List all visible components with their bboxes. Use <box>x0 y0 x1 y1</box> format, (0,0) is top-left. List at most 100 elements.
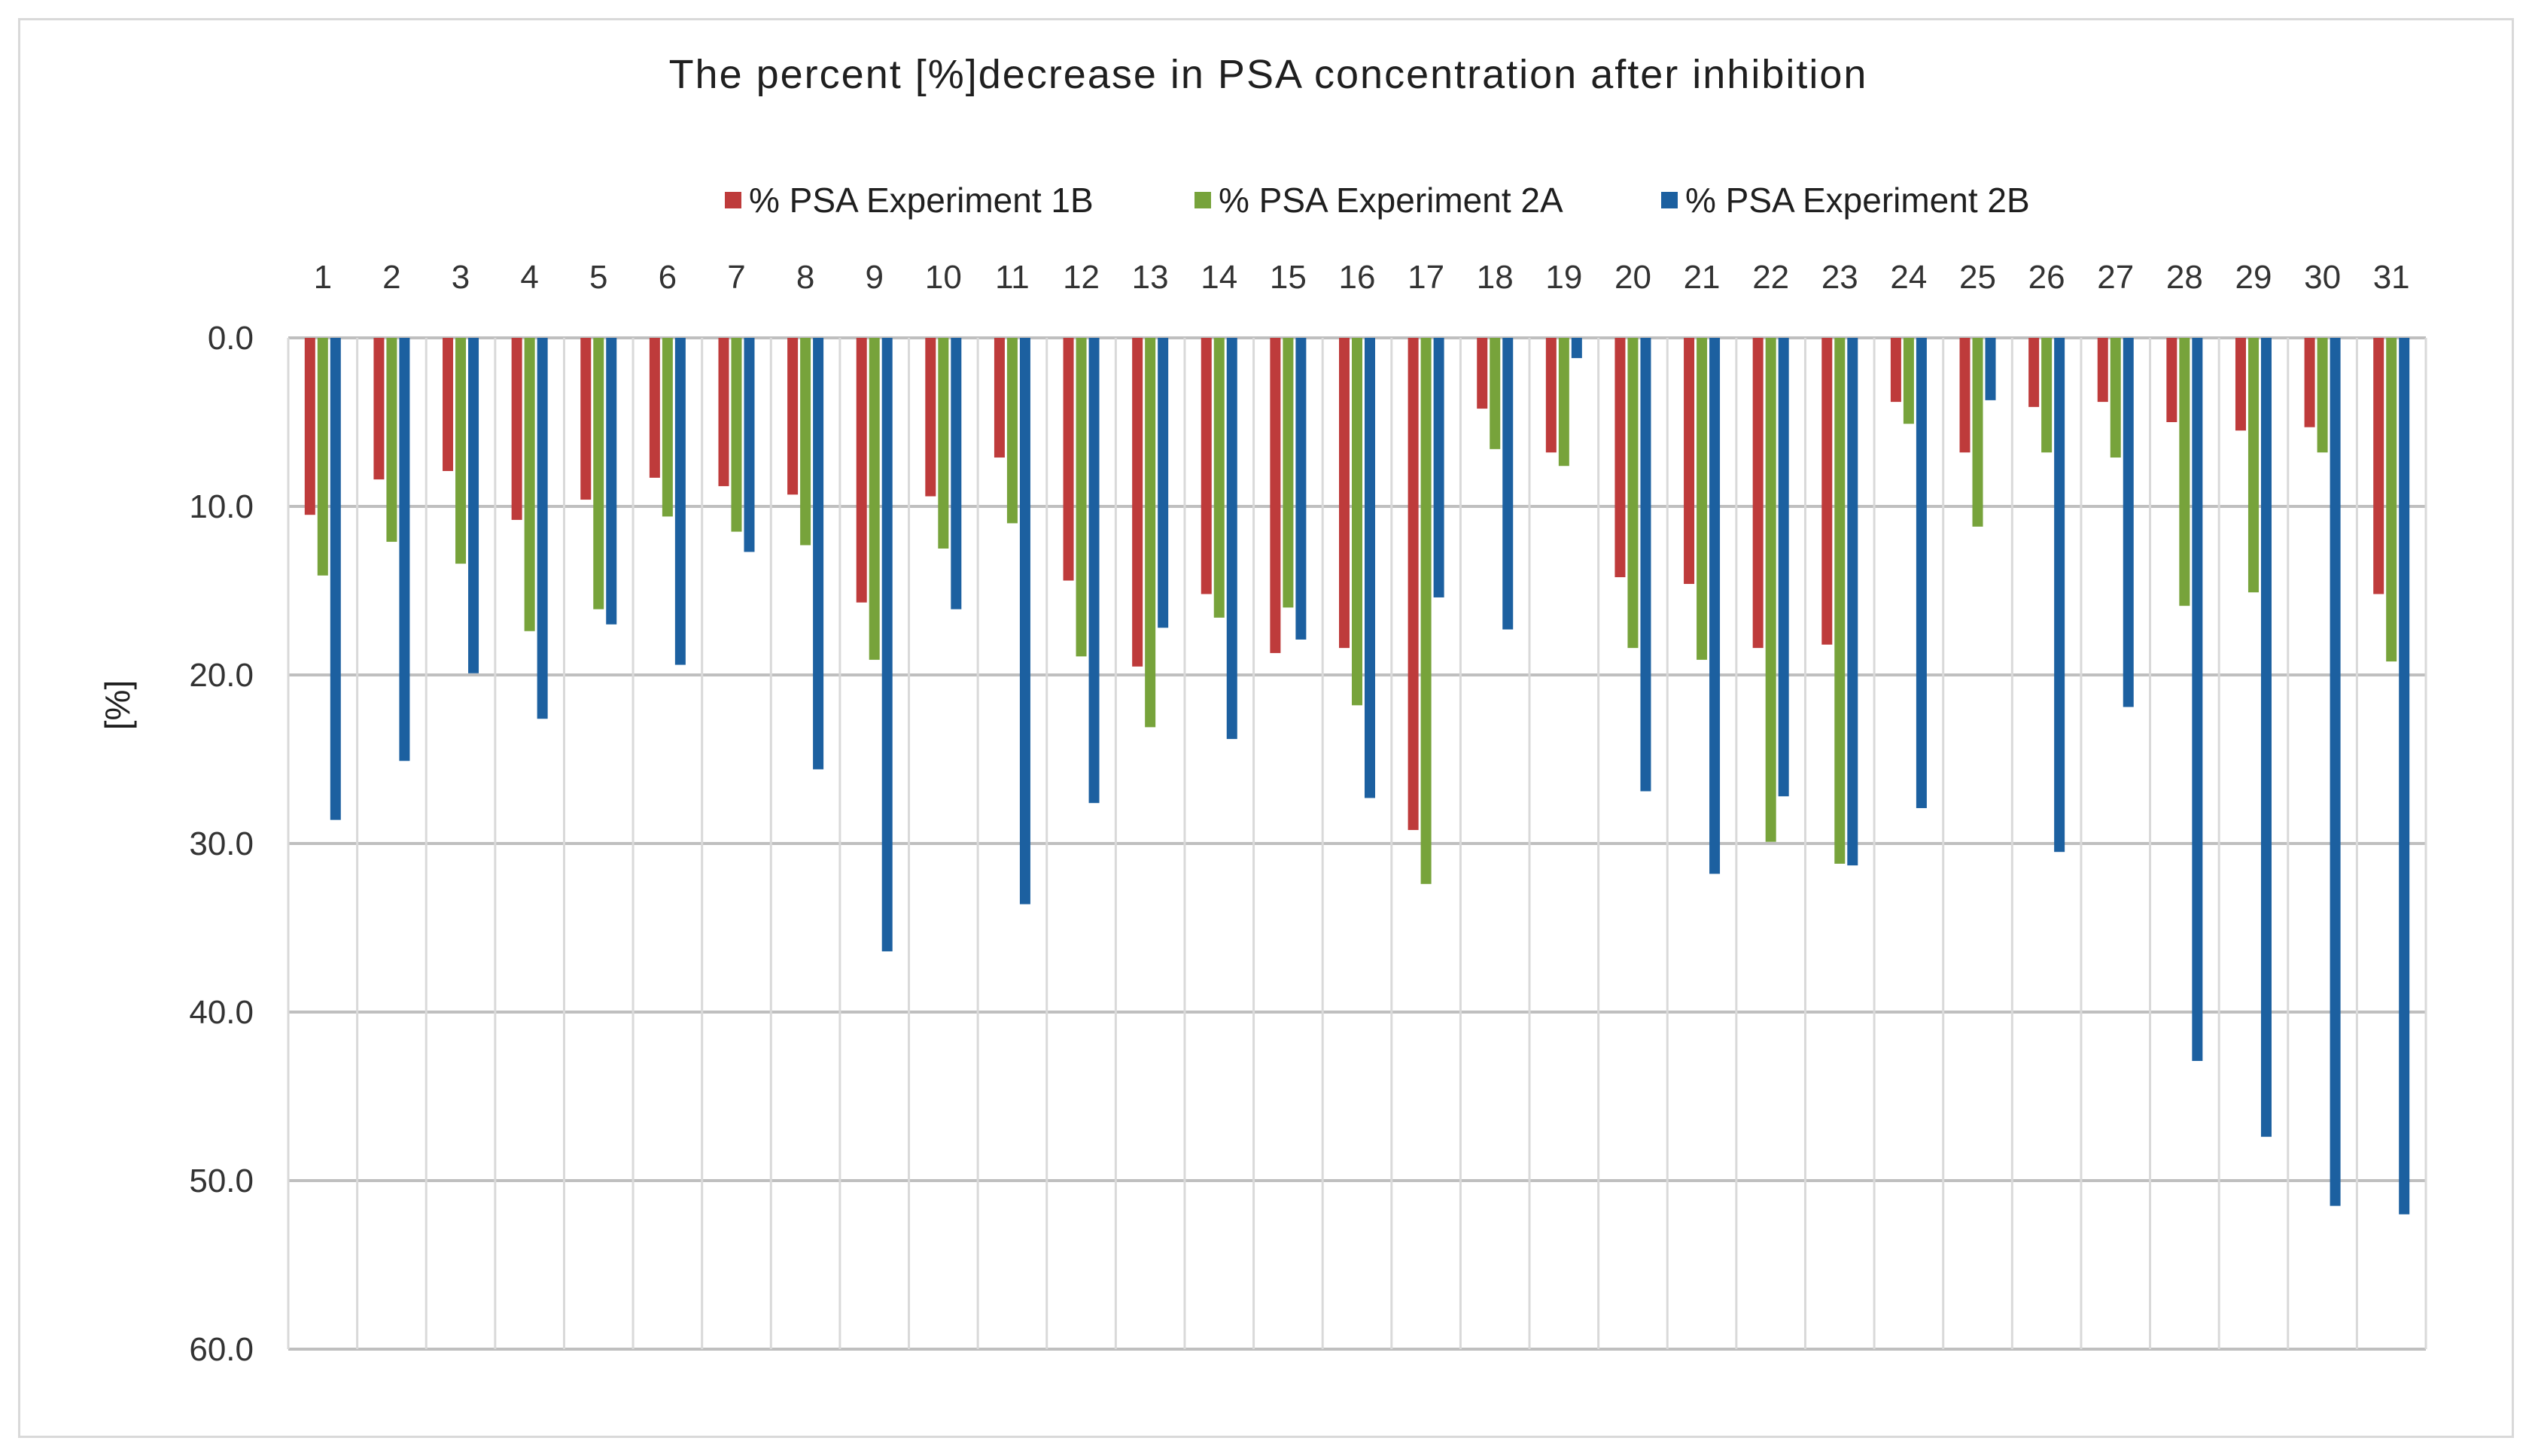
legend-swatch <box>1661 192 1678 208</box>
chart-svg: The percent [%]decrease in PSA concentra… <box>98 52 2427 1368</box>
bar <box>1847 338 1858 866</box>
y-axis-label: [%] <box>98 680 137 730</box>
x-tick-label: 8 <box>796 259 814 296</box>
bar <box>662 338 673 517</box>
bar <box>925 338 936 497</box>
bar <box>1408 338 1419 831</box>
bar <box>1985 338 1996 400</box>
y-tick-label: 20.0 <box>189 657 254 694</box>
bar <box>1088 338 1100 804</box>
legend-label: % PSA Experiment 2A <box>1219 181 1563 220</box>
bar <box>2179 338 2190 606</box>
bar <box>856 338 867 603</box>
bar <box>718 338 729 487</box>
bar <box>2166 338 2177 422</box>
x-tick-label: 26 <box>2028 259 2065 296</box>
y-tick-label: 60.0 <box>189 1331 254 1368</box>
bar <box>1490 338 1501 449</box>
x-tick-label: 30 <box>2304 259 2341 296</box>
bar <box>468 338 479 673</box>
x-tick-label: 31 <box>2373 259 2410 296</box>
bar <box>1365 338 1375 798</box>
bar <box>1959 338 1971 453</box>
bar <box>1890 338 1901 403</box>
y-tick-label: 50.0 <box>189 1163 254 1199</box>
x-tick-label: 21 <box>1684 259 1721 296</box>
bar <box>1640 338 1651 792</box>
x-tick-label: 12 <box>1063 259 1100 296</box>
bar <box>1558 338 1569 467</box>
bar <box>800 338 811 546</box>
bar <box>2304 338 2315 427</box>
x-tick-label: 27 <box>2097 259 2134 296</box>
bar <box>1972 338 1983 527</box>
bar <box>2123 338 2134 707</box>
bar <box>373 338 385 480</box>
bar <box>1295 338 1307 640</box>
legend-swatch <box>725 192 741 208</box>
bar <box>1821 338 1833 645</box>
bar <box>1752 338 1764 649</box>
bar <box>1571 338 1582 358</box>
bar <box>1709 338 1721 874</box>
x-tick-label: 15 <box>1270 259 1307 296</box>
x-tick-label: 10 <box>925 259 962 296</box>
bar <box>674 338 686 665</box>
bar <box>1201 338 1212 594</box>
bar <box>1477 338 1488 409</box>
bar <box>2399 338 2410 1214</box>
bar <box>455 338 467 564</box>
bar <box>1420 338 1432 884</box>
x-tick-label: 17 <box>1408 259 1444 296</box>
legend-swatch <box>1194 192 1211 208</box>
x-tick-label: 4 <box>520 259 538 296</box>
bar <box>386 338 397 543</box>
bar <box>2330 338 2341 1206</box>
bar <box>304 338 315 515</box>
bar <box>731 338 742 532</box>
bar <box>1614 338 1626 578</box>
bar <box>1502 338 1514 630</box>
bar <box>744 338 755 552</box>
bar <box>511 338 522 520</box>
bar <box>524 338 535 631</box>
gridlines <box>287 336 2427 1351</box>
bar <box>881 338 893 952</box>
x-tick-label: 13 <box>1132 259 1169 296</box>
bar <box>2110 338 2121 458</box>
x-tick-label: 5 <box>589 259 607 296</box>
bar <box>580 338 592 500</box>
bar <box>443 338 454 471</box>
bar <box>869 338 880 660</box>
bar <box>330 338 341 820</box>
bar <box>2247 338 2259 593</box>
x-tick-label: 2 <box>382 259 400 296</box>
legend-label: % PSA Experiment 2B <box>1685 181 2030 220</box>
bar <box>1158 338 1169 628</box>
x-tick-label: 29 <box>2235 259 2272 296</box>
bar <box>537 338 548 719</box>
bar <box>2192 338 2203 1061</box>
bar <box>2235 338 2246 431</box>
bar <box>2373 338 2384 594</box>
x-tick-label: 9 <box>865 259 883 296</box>
bar <box>1352 338 1362 706</box>
bar <box>1063 338 1074 581</box>
bar <box>2097 338 2108 403</box>
bar <box>1006 338 1018 524</box>
bar <box>787 338 799 495</box>
chart-title: The percent [%]decrease in PSA concentra… <box>669 52 1868 97</box>
bar <box>1019 338 1030 904</box>
bar <box>1903 338 1914 424</box>
bar <box>1145 338 1156 728</box>
bar <box>951 338 962 609</box>
bar <box>2028 338 2040 407</box>
bar <box>317 338 328 576</box>
x-tick-label: 11 <box>995 259 1030 296</box>
bar <box>1339 338 1350 649</box>
bar <box>1270 338 1281 653</box>
bar <box>1283 338 1294 608</box>
x-tick-label: 22 <box>1752 259 1789 296</box>
bar <box>2260 338 2272 1137</box>
bar <box>1916 338 1927 808</box>
